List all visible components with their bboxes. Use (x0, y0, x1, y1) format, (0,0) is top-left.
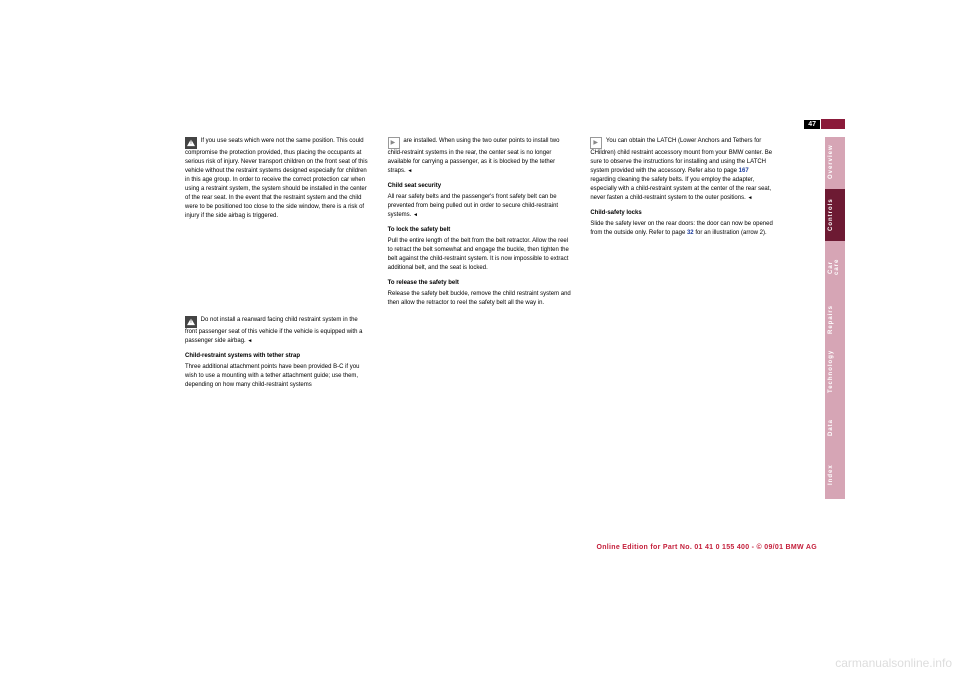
content-area: If you use seats which were not the same… (185, 137, 775, 557)
para-tether: Three additional attachment points have … (185, 363, 370, 390)
para-release: Release the safety belt buckle, remove t… (388, 290, 573, 308)
heading-lock-belt: To lock the safety belt (388, 226, 573, 235)
heading-release-belt: To release the safety belt (388, 279, 573, 288)
note-text-1: are installed. When using the two outer … (388, 138, 560, 174)
page-link-167[interactable]: 167 (739, 168, 749, 174)
column-1: If you use seats which were not the same… (185, 137, 370, 557)
warning-icon (185, 137, 197, 149)
page-number-bar: 47 (804, 119, 845, 129)
tab-data[interactable]: Data (825, 403, 845, 451)
end-marker-icon: ◄ (413, 212, 418, 218)
note-icon (388, 137, 400, 149)
footer-edition: Online Edition for Part No. 01 41 0 155 … (596, 544, 817, 551)
tab-controls[interactable]: Controls (825, 189, 845, 241)
heading-child-restraint: Child-restraint systems with tether stra… (185, 352, 370, 361)
tab-index[interactable]: Index (825, 451, 845, 499)
tab-technology[interactable]: Technology (825, 345, 845, 403)
end-marker-icon: ◄ (747, 195, 752, 201)
tab-carcare[interactable]: Car care (825, 241, 845, 293)
page-accent (821, 119, 845, 129)
tab-repairs[interactable]: Repairs (825, 293, 845, 345)
para-illustration: for an illustration (arrow 2). (695, 230, 766, 236)
page-number: 47 (804, 120, 820, 129)
note-icon (590, 137, 602, 149)
page-link-32[interactable]: 32 (687, 230, 694, 236)
side-tabs: Overview Controls Car care Repairs Techn… (825, 137, 845, 499)
tab-overview[interactable]: Overview (825, 137, 845, 189)
warning-text-1: If you use seats which were not the same… (185, 138, 368, 219)
end-marker-icon: ◄ (247, 338, 252, 344)
column-2: are installed. When using the two outer … (388, 137, 573, 557)
column-3: You can obtain the LATCH (Lower Anchors … (590, 137, 775, 557)
manual-page: 47 If you use seats which were not the s… (145, 105, 845, 595)
heading-child-seat-security: Child seat security (388, 182, 573, 191)
para-adapter: regarding cleaning the safety belts. If … (590, 177, 771, 201)
heading-child-safety-locks: Child-safety locks (590, 209, 775, 218)
para-lock: Pull the entire length of the belt from … (388, 237, 573, 273)
warning-icon (185, 316, 197, 328)
watermark: carmanualsonline.info (835, 656, 952, 670)
warning-text-2: Do not install a rearward facing child r… (185, 317, 362, 344)
end-marker-icon: ◄ (407, 168, 412, 174)
